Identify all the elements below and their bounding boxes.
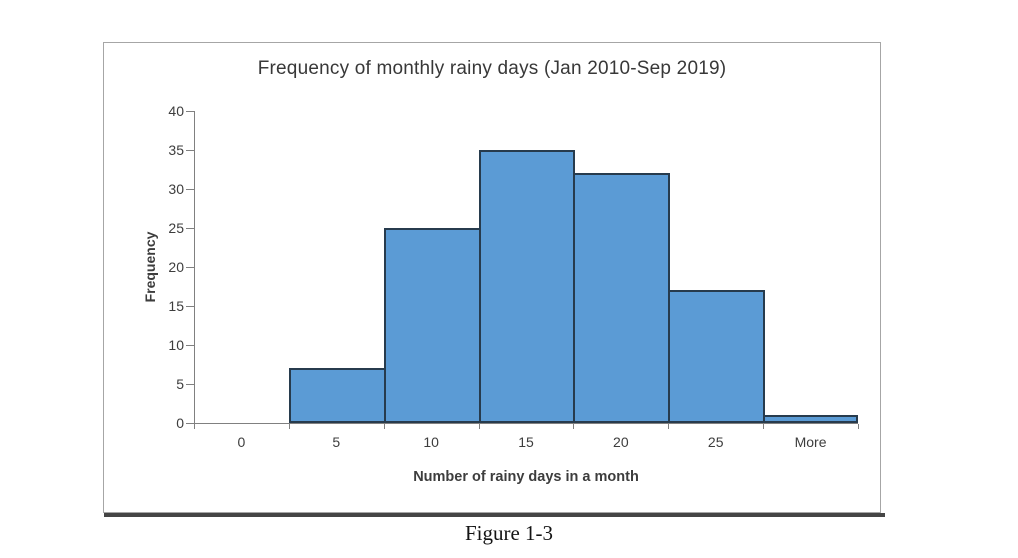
x-tick-mark bbox=[289, 424, 290, 429]
y-tick-label: 40 bbox=[168, 103, 184, 119]
y-tick-mark bbox=[186, 384, 194, 385]
y-tick-mark bbox=[186, 228, 194, 229]
bar-15 bbox=[478, 150, 576, 423]
x-tick-label: 5 bbox=[332, 434, 341, 450]
y-tick-label: 30 bbox=[168, 181, 184, 197]
bar-5 bbox=[288, 368, 386, 423]
y-tick-mark bbox=[186, 423, 194, 424]
y-tick-mark bbox=[186, 345, 194, 346]
y-tick-mark bbox=[186, 306, 194, 307]
y-tick-mark bbox=[186, 267, 194, 268]
y-tick-label: 15 bbox=[168, 298, 184, 314]
x-axis-title: Number of rainy days in a month bbox=[413, 469, 639, 485]
x-tick-mark bbox=[858, 424, 859, 429]
bar-20 bbox=[573, 173, 671, 423]
y-tick-label: 10 bbox=[168, 337, 184, 353]
bar-10 bbox=[383, 228, 481, 423]
x-tick-label: 0 bbox=[237, 434, 246, 450]
y-tick-label: 25 bbox=[168, 220, 184, 236]
figure-box: Frequency of monthly rainy days (Jan 201… bbox=[103, 42, 881, 513]
x-tick-mark bbox=[763, 424, 764, 429]
x-tick-label: More bbox=[794, 434, 827, 450]
x-tick-label: 10 bbox=[423, 434, 439, 450]
y-tick-label: 0 bbox=[176, 415, 184, 431]
x-tick-mark bbox=[384, 424, 385, 429]
y-tick-mark bbox=[186, 111, 194, 112]
chart-title: Frequency of monthly rainy days (Jan 201… bbox=[257, 58, 727, 79]
x-tick-label: 20 bbox=[613, 434, 629, 450]
y-axis-line bbox=[194, 111, 195, 424]
x-tick-mark bbox=[194, 424, 195, 429]
bar-More bbox=[763, 415, 858, 423]
y-tick-label: 20 bbox=[168, 259, 184, 275]
x-tick-label: 25 bbox=[707, 434, 724, 450]
figure-caption: Figure 1-3 bbox=[464, 521, 554, 545]
y-tick-mark bbox=[186, 150, 194, 151]
y-tick-label: 35 bbox=[168, 142, 184, 158]
x-tick-mark bbox=[479, 424, 480, 429]
y-tick-mark bbox=[186, 189, 194, 190]
y-tick-label: 5 bbox=[176, 376, 184, 392]
x-tick-label: 15 bbox=[518, 434, 534, 450]
figure-box-shadow bbox=[104, 513, 885, 517]
x-tick-mark bbox=[573, 424, 574, 429]
plot-area: 0 5 10 15 20 25 30 35 40 0 5 10 15 20 25 More bbox=[168, 103, 859, 450]
x-tick-mark bbox=[668, 424, 669, 429]
bar-25 bbox=[668, 290, 766, 423]
x-axis-line bbox=[194, 423, 858, 424]
